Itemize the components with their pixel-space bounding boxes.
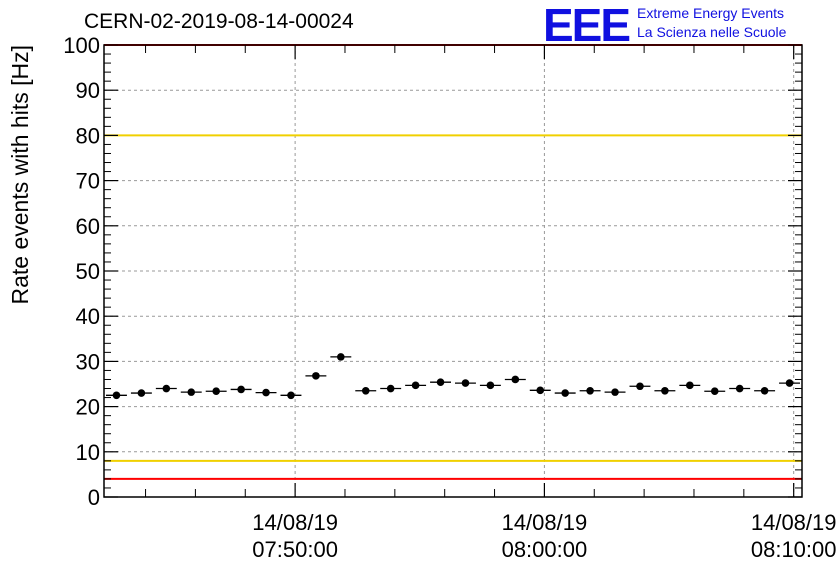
x-tick-date: 14/08/19 xyxy=(502,510,588,535)
x-tick-time: 07:50:00 xyxy=(252,537,338,562)
data-point xyxy=(461,379,470,387)
data-point xyxy=(436,378,445,386)
logo-caption: Extreme Energy Events La Scienza nelle S… xyxy=(637,4,786,42)
data-point xyxy=(162,384,171,393)
data-point xyxy=(112,391,121,400)
data-point xyxy=(237,385,245,394)
data-point xyxy=(686,381,694,390)
data-point xyxy=(312,372,320,380)
logo-line-1: Extreme Energy Events xyxy=(637,5,785,21)
x-tick-time: 08:10:00 xyxy=(751,537,836,562)
data-point xyxy=(561,389,569,397)
eee-logo: EEE xyxy=(543,0,631,51)
x-tick-date: 14/08/19 xyxy=(252,510,338,535)
data-points xyxy=(106,353,800,400)
x-tick-date: 14/08/19 xyxy=(751,510,836,535)
data-point xyxy=(411,381,420,390)
reference-lines xyxy=(104,44,802,480)
data-point xyxy=(287,391,295,400)
run-title: CERN-02-2019-08-14-00024 xyxy=(84,10,354,33)
data-point xyxy=(636,382,644,391)
y-tick-label: 20 xyxy=(76,395,100,420)
data-point xyxy=(735,384,744,393)
data-point xyxy=(760,386,769,395)
data-point xyxy=(511,375,520,384)
axes: 010203040506070809010014/08/1907:50:0014… xyxy=(63,33,836,562)
data-point xyxy=(187,388,196,396)
data-point xyxy=(337,353,345,361)
y-axis-label: Rate events with hits [Hz] xyxy=(7,45,33,305)
y-tick-label: 100 xyxy=(63,33,100,58)
data-point xyxy=(386,384,395,393)
y-tick-label: 0 xyxy=(88,485,100,510)
data-point xyxy=(486,381,495,390)
data-point xyxy=(710,387,719,396)
y-tick-label: 90 xyxy=(76,78,100,103)
y-tick-label: 40 xyxy=(76,304,100,329)
x-tick-time: 08:00:00 xyxy=(502,537,588,562)
y-tick-label: 70 xyxy=(76,169,100,194)
logo-line-2: La Scienza nelle Scuole xyxy=(637,24,787,40)
data-point xyxy=(661,386,669,395)
data-point xyxy=(586,386,594,395)
data-point xyxy=(536,386,545,395)
data-point xyxy=(212,387,220,396)
y-tick-label: 50 xyxy=(76,259,100,284)
y-tick-label: 30 xyxy=(76,349,100,374)
y-tick-label: 60 xyxy=(76,214,100,239)
data-point xyxy=(361,386,370,395)
data-point xyxy=(262,388,270,397)
y-tick-label: 10 xyxy=(76,440,100,465)
data-point xyxy=(137,389,146,397)
y-tick-label: 80 xyxy=(76,123,100,148)
grid-lines xyxy=(104,45,802,497)
data-point xyxy=(611,388,619,396)
data-point xyxy=(785,379,794,387)
